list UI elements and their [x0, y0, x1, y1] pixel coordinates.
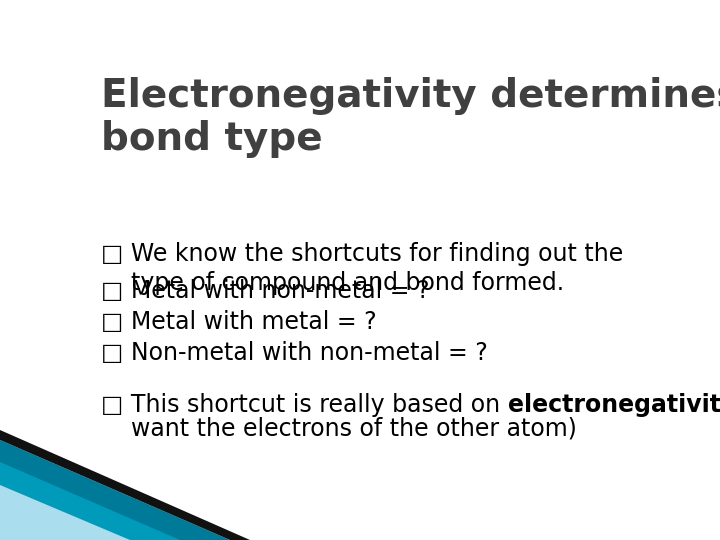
Text: □ Non-metal with non-metal = ?: □ Non-metal with non-metal = ?: [101, 341, 488, 365]
Polygon shape: [0, 485, 130, 540]
Text: □ Metal with non-metal = ?: □ Metal with non-metal = ?: [101, 279, 430, 303]
Text: □ Metal with metal = ?: □ Metal with metal = ?: [101, 310, 377, 334]
Polygon shape: [0, 462, 180, 540]
Text: □ This shortcut is really based on: □ This shortcut is really based on: [101, 393, 508, 417]
Text: want the electrons of the other atom): want the electrons of the other atom): [101, 416, 577, 440]
Text: electronegativity: electronegativity: [508, 393, 720, 417]
Polygon shape: [0, 440, 230, 540]
Text: □ We know the shortcuts for finding out the
    type of compound and bond formed: □ We know the shortcuts for finding out …: [101, 241, 624, 295]
Polygon shape: [0, 430, 250, 540]
Text: Electronegativity determines the
bond type: Electronegativity determines the bond ty…: [101, 77, 720, 158]
